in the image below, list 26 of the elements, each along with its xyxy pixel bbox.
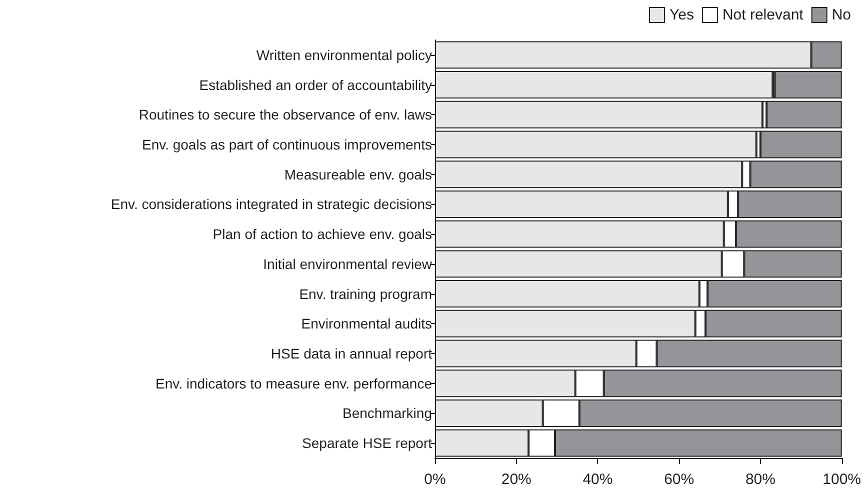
x-tick-label: 0% <box>424 471 446 488</box>
x-tick-label: 100% <box>822 471 862 488</box>
bar <box>760 130 842 158</box>
y-tick-label: Env. training program <box>299 286 432 302</box>
y-tick-label: Environmental audits <box>301 316 432 332</box>
y-tick-label: Initial environmental review <box>263 256 433 272</box>
y-tick-label: Env. considerations integrated in strategic decisions <box>110 196 432 212</box>
legend-label: No <box>832 6 852 24</box>
legend-label: Yes <box>669 6 694 24</box>
bar <box>774 71 842 99</box>
y-tick-label: Plan of action to achieve env. goals <box>212 226 432 242</box>
y-tick-label: Env. goals as part of continuous improvements <box>142 136 432 152</box>
x-tick-label: 40% <box>582 471 613 488</box>
y-tick-label: Routines to secure the observance of env. laws <box>138 106 432 123</box>
y-tick-label: Env. indicators to measure env. performance <box>156 375 432 392</box>
y-tick-label: Measureable env. goals <box>284 166 432 182</box>
legend-label: Not relevant <box>722 6 804 24</box>
y-tick-label: Benchmarking <box>342 405 432 422</box>
x-tick-label: 20% <box>501 471 532 488</box>
x-tick-label: 60% <box>664 471 694 488</box>
bar <box>766 100 842 128</box>
y-tick-label: HSE data in annual report <box>270 346 432 362</box>
y-tick-label: Separate HSE report <box>302 435 432 452</box>
y-tick-label: Established an order of accountability <box>199 76 432 93</box>
x-tick-label: 80% <box>745 471 776 488</box>
y-tick-label: Written environmental policy <box>256 46 432 63</box>
